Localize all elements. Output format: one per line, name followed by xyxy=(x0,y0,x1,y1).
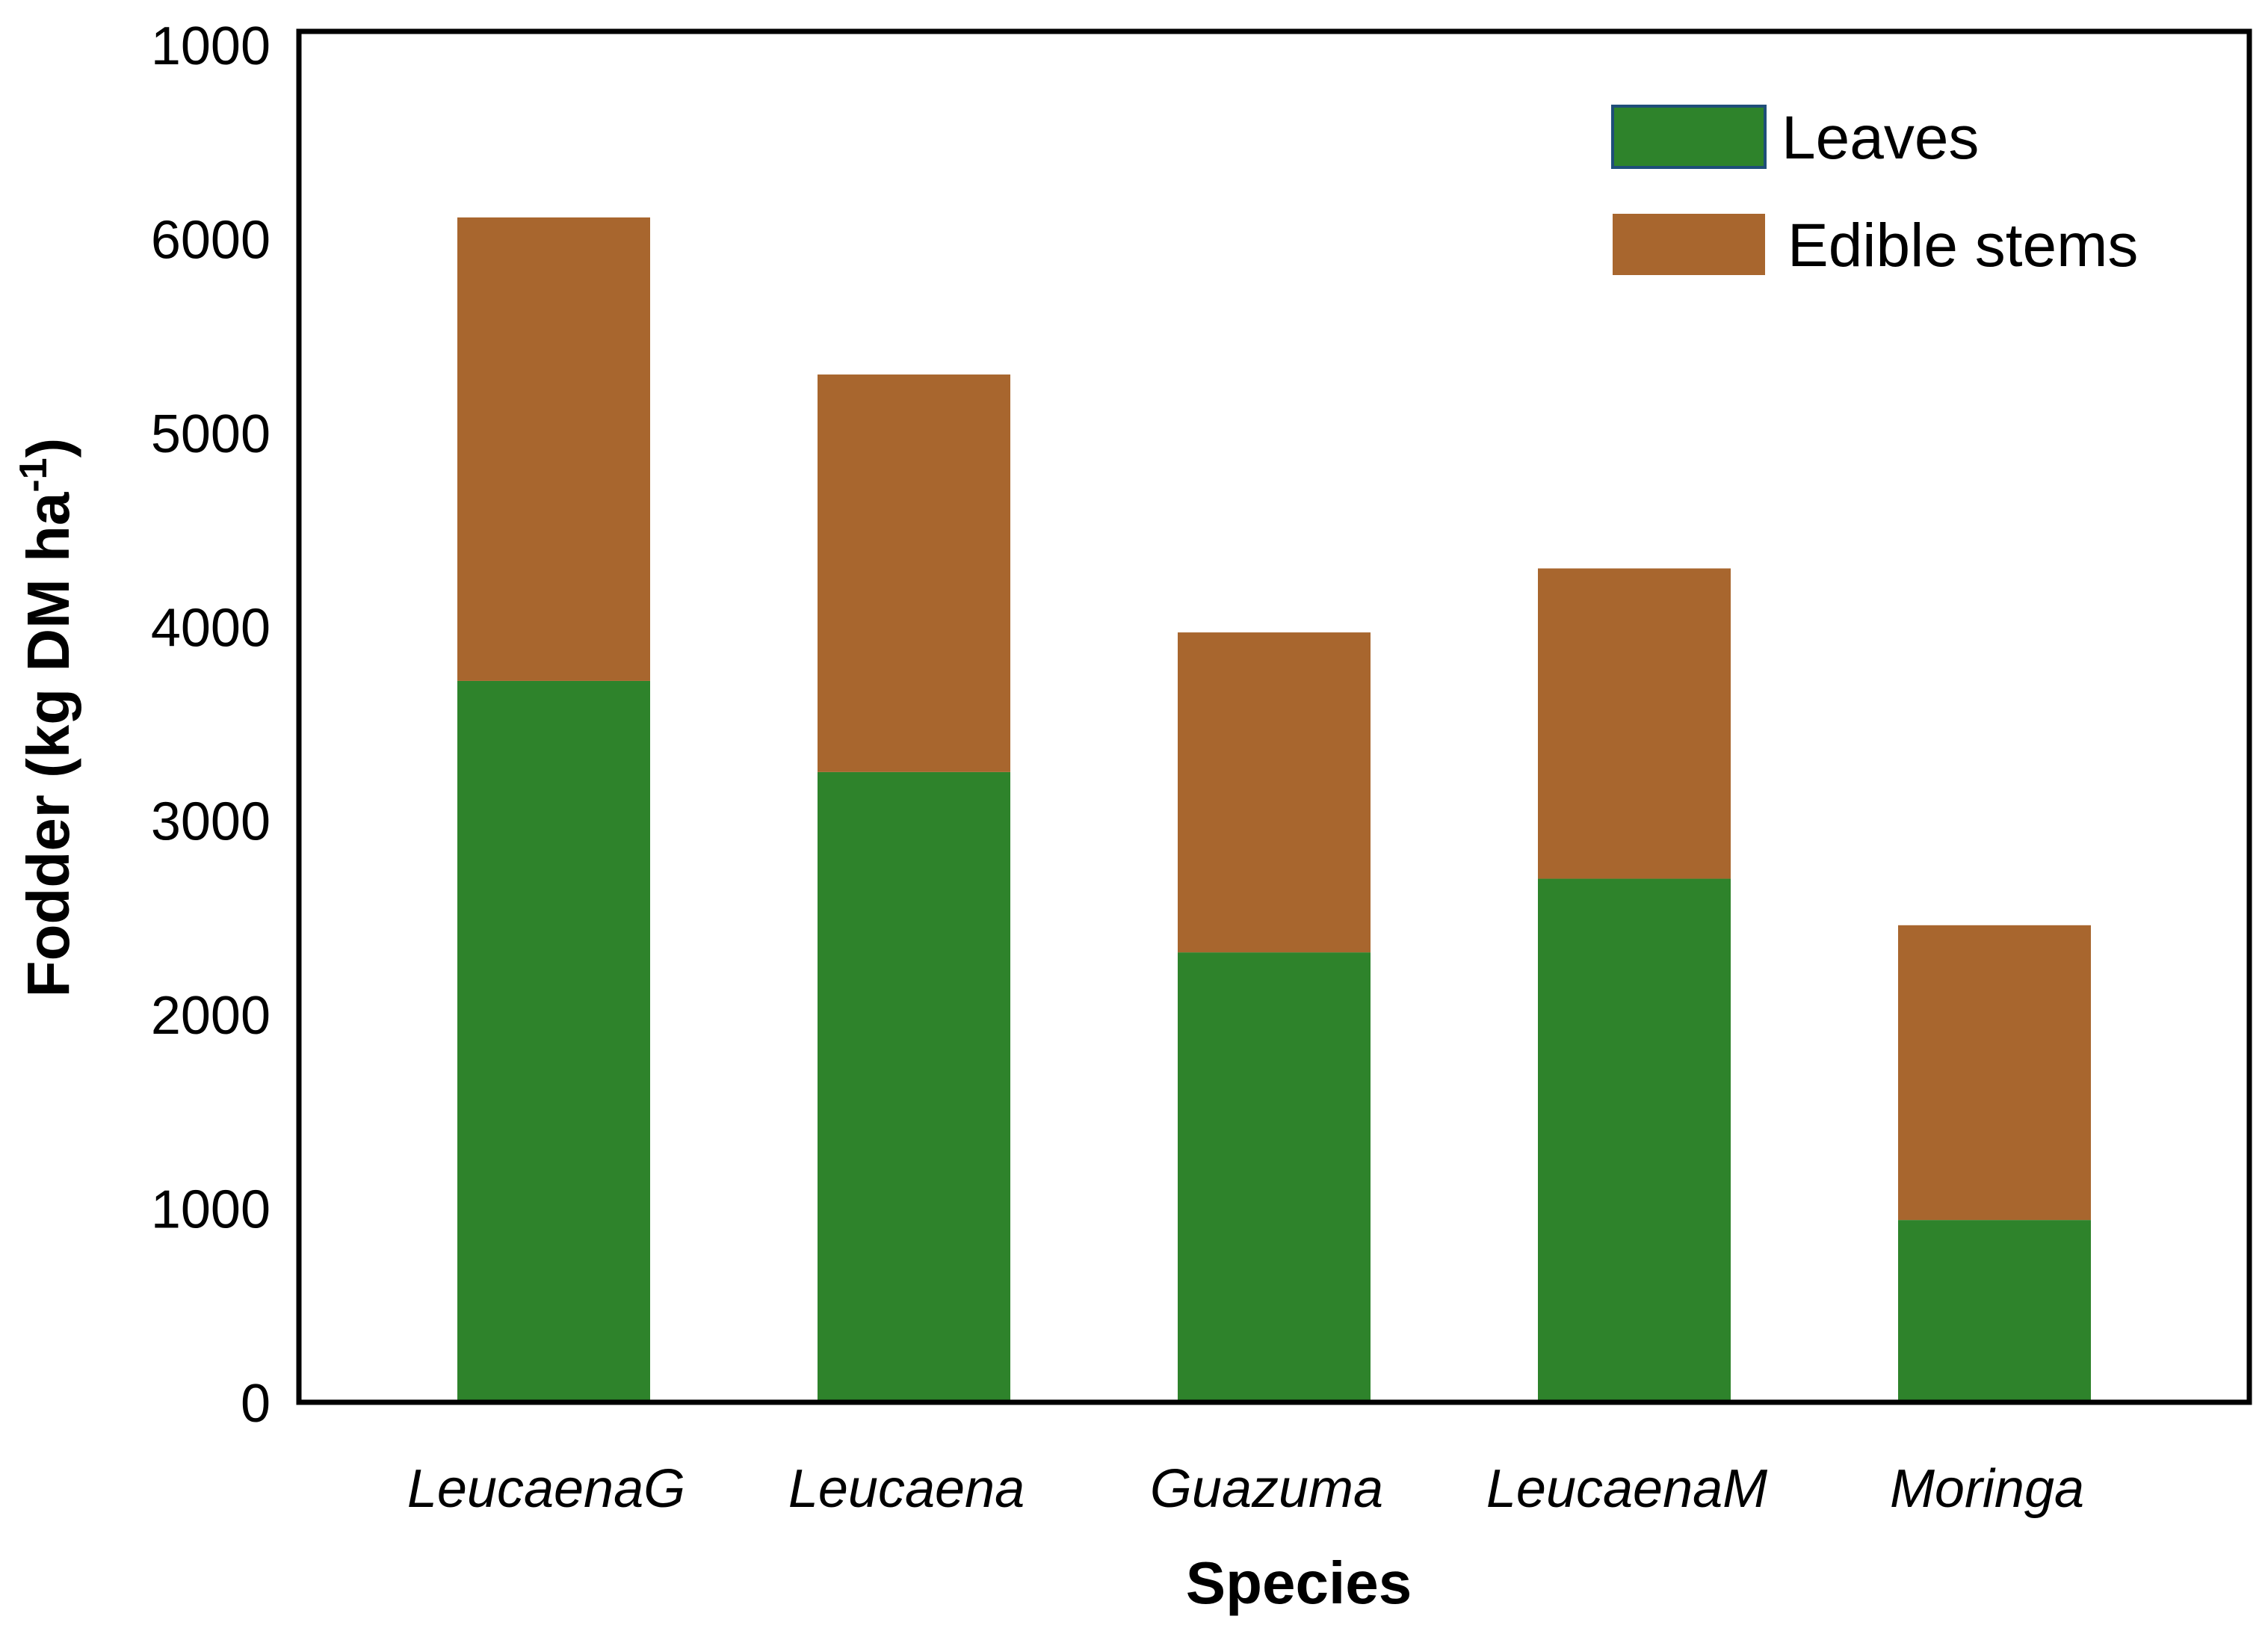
y-tick-label-7: 1000 xyxy=(151,16,271,76)
legend-label-edible-stems: Edible stems xyxy=(1787,212,2138,280)
y-tick-label-0: 0 xyxy=(241,1374,271,1434)
bar-guazuma-edible-stems xyxy=(1178,632,1371,953)
x-tick-label-leucaenag: LeucaenaG xyxy=(407,1459,685,1519)
legend-swatch-leaves xyxy=(1611,105,1767,169)
x-tick-label-leucaena: Leucaena xyxy=(788,1459,1025,1519)
x-axis-title: Species xyxy=(1186,1550,1412,1616)
x-axis-ticks: LeucaenaG Leucaena Guazuma LeucaenaM Moringa xyxy=(407,1459,2084,1519)
y-tick-label-1: 1000 xyxy=(151,1180,271,1240)
y-tick-label-4: 4000 xyxy=(151,598,271,658)
bar-leucaena-edible-stems xyxy=(818,374,1010,772)
plot-frame xyxy=(296,28,2252,1405)
bars-layer xyxy=(457,217,2091,1402)
y-axis-title-close: ) xyxy=(15,438,81,458)
y-tick-label-6: 6000 xyxy=(151,210,271,270)
bar-leucaenam-leaves xyxy=(1538,878,1731,1402)
y-tick-label-3: 3000 xyxy=(151,792,271,852)
bar-leucaenag-leaves xyxy=(457,680,650,1402)
y-axis-title-main: Fodder (kg DM ha xyxy=(15,492,81,997)
y-axis-title-superscript: -1 xyxy=(12,457,55,492)
bar-guazuma-leaves xyxy=(1178,952,1371,1402)
y-tick-label-2: 2000 xyxy=(151,986,271,1046)
x-tick-label-guazuma: Guazuma xyxy=(1150,1459,1383,1519)
bar-moringa-edible-stems xyxy=(1898,925,2091,1221)
x-tick-label-moringa: Moringa xyxy=(1890,1459,2084,1519)
bar-leucaenag-edible-stems xyxy=(457,217,650,681)
bar-leucaena-leaves xyxy=(818,771,1010,1402)
y-axis-title: Fodder (kg DM ha-1) xyxy=(12,438,81,997)
legend: Leaves Edible stems xyxy=(1611,104,2138,280)
bar-moringa-leaves xyxy=(1898,1220,2091,1402)
y-tick-label-5: 5000 xyxy=(151,404,271,464)
x-tick-label-leucaenam: LeucaenaM xyxy=(1486,1459,1767,1519)
bar-leucaenam-edible-stems xyxy=(1538,568,1731,879)
legend-label-leaves: Leaves xyxy=(1782,104,1979,172)
y-axis-ticks: 0 1000 2000 3000 4000 5000 6000 1000 xyxy=(151,16,271,1434)
legend-swatch-edible-stems xyxy=(1613,214,1765,275)
